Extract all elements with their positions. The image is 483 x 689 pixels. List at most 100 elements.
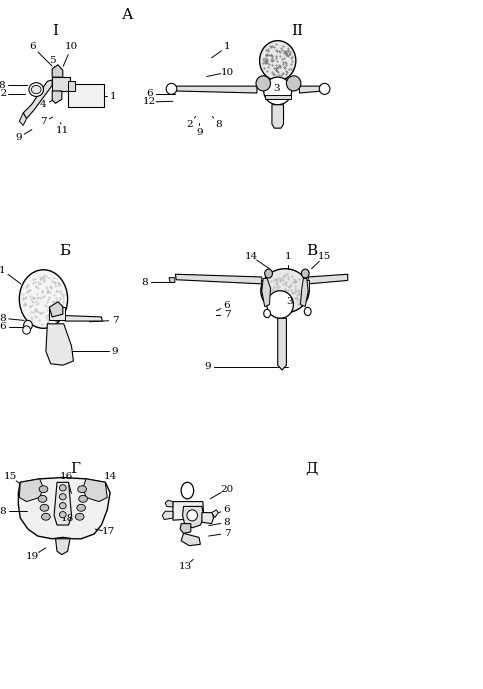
Text: 18: 18 (61, 513, 74, 523)
Text: 16: 16 (60, 472, 73, 482)
Ellipse shape (166, 83, 177, 94)
Polygon shape (180, 524, 191, 533)
Polygon shape (173, 86, 257, 93)
Ellipse shape (75, 513, 84, 520)
Ellipse shape (59, 493, 66, 500)
Polygon shape (68, 81, 75, 91)
Text: 9: 9 (196, 127, 203, 137)
Polygon shape (278, 318, 286, 370)
Ellipse shape (42, 513, 50, 520)
Polygon shape (299, 86, 324, 93)
Polygon shape (49, 302, 63, 317)
Polygon shape (261, 280, 267, 291)
Text: 7: 7 (40, 117, 47, 127)
Text: 11: 11 (56, 126, 70, 136)
Text: 17: 17 (102, 527, 115, 537)
Ellipse shape (187, 510, 198, 521)
Polygon shape (300, 278, 308, 307)
Polygon shape (65, 316, 102, 321)
Text: 4: 4 (40, 100, 47, 110)
Polygon shape (212, 510, 218, 517)
Text: 1: 1 (224, 42, 230, 52)
Text: 12: 12 (0, 89, 8, 99)
Polygon shape (183, 506, 204, 528)
Polygon shape (265, 95, 291, 99)
Ellipse shape (264, 77, 292, 105)
Ellipse shape (261, 269, 309, 313)
Ellipse shape (39, 486, 48, 493)
Text: 12: 12 (143, 97, 156, 107)
Ellipse shape (59, 503, 66, 508)
Ellipse shape (77, 504, 85, 511)
Ellipse shape (78, 486, 86, 493)
Ellipse shape (79, 495, 87, 502)
Text: 1: 1 (0, 265, 6, 275)
Ellipse shape (319, 83, 330, 94)
Polygon shape (46, 324, 73, 365)
Text: 1: 1 (285, 251, 292, 261)
Ellipse shape (265, 269, 272, 278)
Ellipse shape (264, 309, 270, 318)
Ellipse shape (301, 269, 309, 278)
Polygon shape (68, 84, 104, 107)
Text: 13: 13 (178, 562, 192, 571)
Polygon shape (52, 91, 62, 103)
Text: Б: Б (59, 245, 71, 258)
Polygon shape (49, 307, 65, 320)
Text: 10: 10 (220, 68, 234, 77)
Ellipse shape (286, 76, 301, 91)
Ellipse shape (38, 495, 47, 502)
Text: 1: 1 (110, 92, 117, 101)
Text: 20: 20 (220, 484, 234, 494)
Ellipse shape (40, 504, 49, 511)
Text: 7: 7 (224, 528, 230, 538)
Text: 10: 10 (65, 42, 78, 52)
Text: 8: 8 (0, 81, 5, 90)
Polygon shape (19, 113, 27, 125)
Ellipse shape (59, 511, 66, 518)
Text: 6: 6 (146, 89, 153, 99)
Text: 8: 8 (142, 278, 148, 287)
Text: 19: 19 (26, 551, 40, 561)
Text: 7: 7 (112, 316, 118, 325)
Ellipse shape (304, 307, 311, 316)
Text: Г: Г (70, 462, 80, 475)
Text: 14: 14 (103, 472, 117, 482)
Ellipse shape (260, 41, 296, 81)
Ellipse shape (256, 76, 270, 91)
Text: II: II (291, 24, 303, 38)
Polygon shape (303, 280, 309, 291)
Text: 8: 8 (224, 517, 230, 527)
Text: 7: 7 (224, 310, 230, 320)
Ellipse shape (24, 320, 32, 330)
Text: 3: 3 (273, 83, 280, 93)
Ellipse shape (23, 326, 30, 334)
Polygon shape (19, 479, 43, 502)
Ellipse shape (31, 85, 41, 94)
Polygon shape (52, 77, 70, 91)
Text: 3: 3 (54, 304, 60, 313)
Polygon shape (18, 477, 110, 539)
Text: 9: 9 (112, 347, 118, 356)
Text: 6: 6 (224, 301, 230, 311)
Text: 15: 15 (4, 472, 17, 482)
Polygon shape (165, 500, 173, 507)
Text: Д: Д (305, 462, 318, 475)
Ellipse shape (52, 310, 62, 321)
Ellipse shape (29, 83, 43, 96)
Polygon shape (52, 65, 63, 77)
Polygon shape (54, 482, 71, 525)
Polygon shape (162, 511, 173, 520)
Text: 6: 6 (224, 505, 230, 515)
Text: 2: 2 (186, 119, 193, 129)
Polygon shape (56, 539, 70, 555)
Text: 6: 6 (0, 322, 6, 331)
Text: 8: 8 (0, 506, 6, 516)
Text: 9: 9 (15, 133, 22, 143)
Text: 9: 9 (204, 362, 211, 371)
Ellipse shape (267, 291, 294, 318)
Polygon shape (23, 80, 52, 119)
Text: 14: 14 (244, 251, 258, 261)
Text: 3: 3 (286, 297, 293, 307)
Text: В: В (306, 245, 317, 258)
